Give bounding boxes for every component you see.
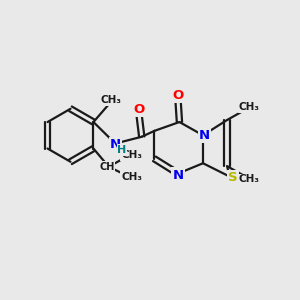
Text: CH₃: CH₃: [121, 150, 142, 160]
Text: N: N: [172, 169, 184, 182]
Text: CH: CH: [100, 162, 115, 172]
Text: CH₃: CH₃: [100, 95, 122, 105]
Text: CH₃: CH₃: [238, 174, 260, 184]
Text: S: S: [228, 172, 238, 184]
Text: N: N: [110, 138, 121, 151]
Text: CH₃: CH₃: [238, 102, 260, 112]
Text: H: H: [117, 145, 126, 155]
Text: O: O: [172, 89, 184, 102]
Text: O: O: [133, 103, 144, 116]
Text: CH₃: CH₃: [121, 172, 142, 182]
Text: N: N: [199, 129, 210, 142]
